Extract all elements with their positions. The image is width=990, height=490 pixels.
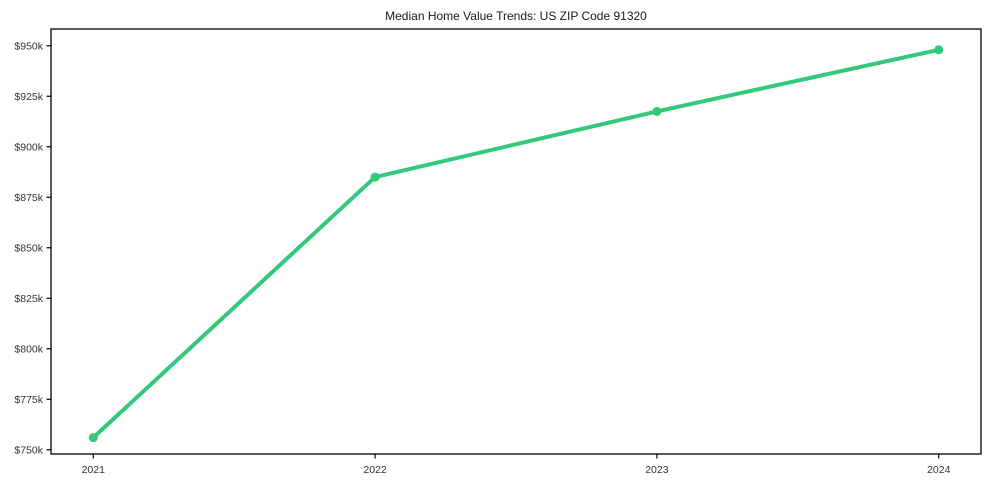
x-tick-label: 2023 — [645, 464, 669, 476]
y-tick-label: $800k — [14, 343, 43, 355]
x-tick-label: 2024 — [927, 464, 951, 476]
data-point-marker — [652, 106, 662, 116]
data-point-marker — [370, 172, 380, 182]
x-tick-label: 2021 — [82, 464, 106, 476]
y-tick-label: $875k — [14, 192, 43, 204]
data-point-marker — [88, 433, 98, 443]
y-tick-label: $900k — [14, 141, 43, 153]
y-tick-label: $950k — [14, 40, 43, 52]
y-tick-label: $750k — [14, 444, 43, 456]
data-points — [88, 45, 944, 443]
data-point-marker — [934, 45, 944, 55]
y-tick-label: $825k — [14, 293, 43, 305]
x-axis: 2021 2022 2023 2024 — [82, 454, 951, 476]
plot-border — [50, 28, 982, 455]
y-tick-label: $775k — [14, 394, 43, 406]
y-tick-label: $925k — [14, 91, 43, 103]
x-tick-label: 2022 — [363, 464, 387, 476]
y-tick-label: $850k — [14, 242, 43, 254]
y-axis: $750k $775k $800k $825k $850k $875k $900k $925k… — [14, 40, 51, 456]
chart-title: Median Home Value Trends: US ZIP Code 91… — [385, 9, 647, 23]
line-series — [91, 47, 941, 440]
